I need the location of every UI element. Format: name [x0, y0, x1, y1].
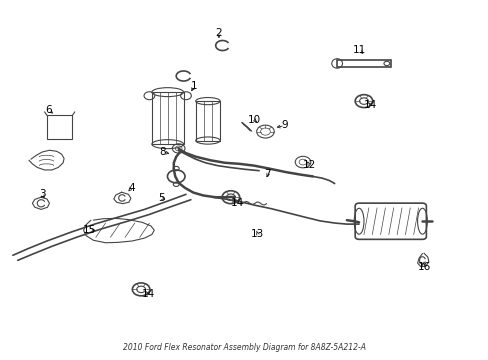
Text: 16: 16 — [416, 262, 430, 272]
Text: 7: 7 — [264, 169, 271, 179]
Text: 13: 13 — [250, 229, 264, 239]
Text: 6: 6 — [45, 105, 52, 115]
Bar — [195, 101, 220, 140]
Text: 5: 5 — [158, 193, 164, 203]
Text: 10: 10 — [247, 115, 260, 125]
Text: 14: 14 — [363, 100, 376, 110]
Text: 8: 8 — [159, 147, 165, 157]
Text: 9: 9 — [281, 121, 288, 130]
Text: 14: 14 — [230, 198, 244, 208]
Text: 3: 3 — [39, 189, 45, 199]
Text: 15: 15 — [82, 225, 96, 235]
Bar — [47, 116, 72, 139]
Text: 2: 2 — [215, 28, 222, 38]
Text: 1: 1 — [191, 81, 197, 91]
Text: 4: 4 — [128, 183, 134, 193]
Text: 11: 11 — [352, 45, 366, 55]
Bar — [336, 59, 390, 67]
Text: 14: 14 — [141, 289, 154, 299]
Bar — [152, 92, 183, 144]
Text: 2010 Ford Flex Resonator Assembly Diagram for 8A8Z-5A212-A: 2010 Ford Flex Resonator Assembly Diagra… — [123, 343, 365, 352]
Text: 12: 12 — [302, 160, 315, 170]
